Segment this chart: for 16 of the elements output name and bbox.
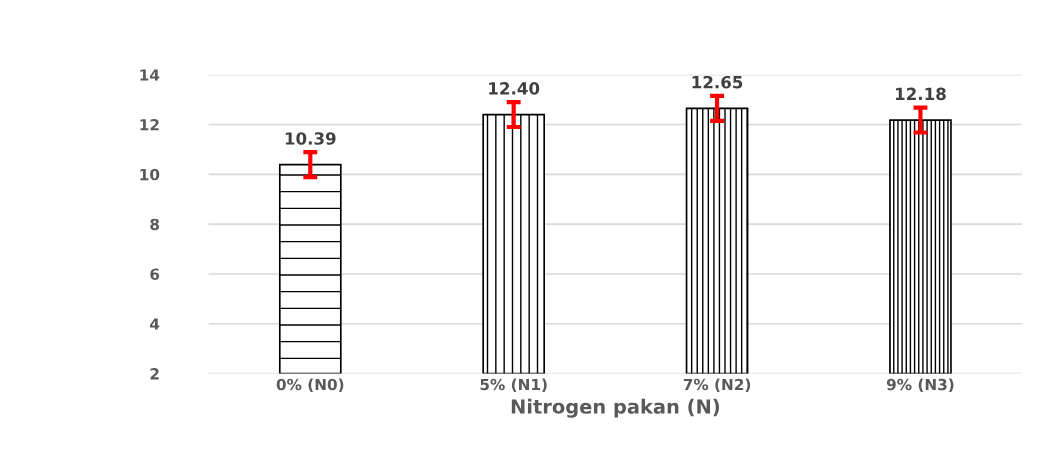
x-axis-title: Nitrogen pakan (N) <box>511 398 720 418</box>
y-tick-label: 6 <box>150 268 160 280</box>
y-tick-label: 4 <box>150 318 160 330</box>
y-tick-label: 10 <box>140 168 160 181</box>
y-tick-label: 2 <box>150 368 159 380</box>
data-label: 12.65 <box>692 75 743 89</box>
data-label: 12.40 <box>489 82 540 95</box>
data-label: 10.39 <box>285 132 336 145</box>
y-tick-label: 8 <box>150 218 160 231</box>
y-tick-label: 12 <box>140 119 159 131</box>
y-tick-label: 14 <box>140 69 160 81</box>
x-tick-label: 9% (N3) <box>886 378 954 393</box>
x-tick-label: 0% (N0) <box>276 378 344 393</box>
x-tick-label: 7% (N2) <box>683 378 751 393</box>
data-label: 12.18 <box>895 87 946 101</box>
x-tick-label: 5% (N1) <box>480 378 547 393</box>
